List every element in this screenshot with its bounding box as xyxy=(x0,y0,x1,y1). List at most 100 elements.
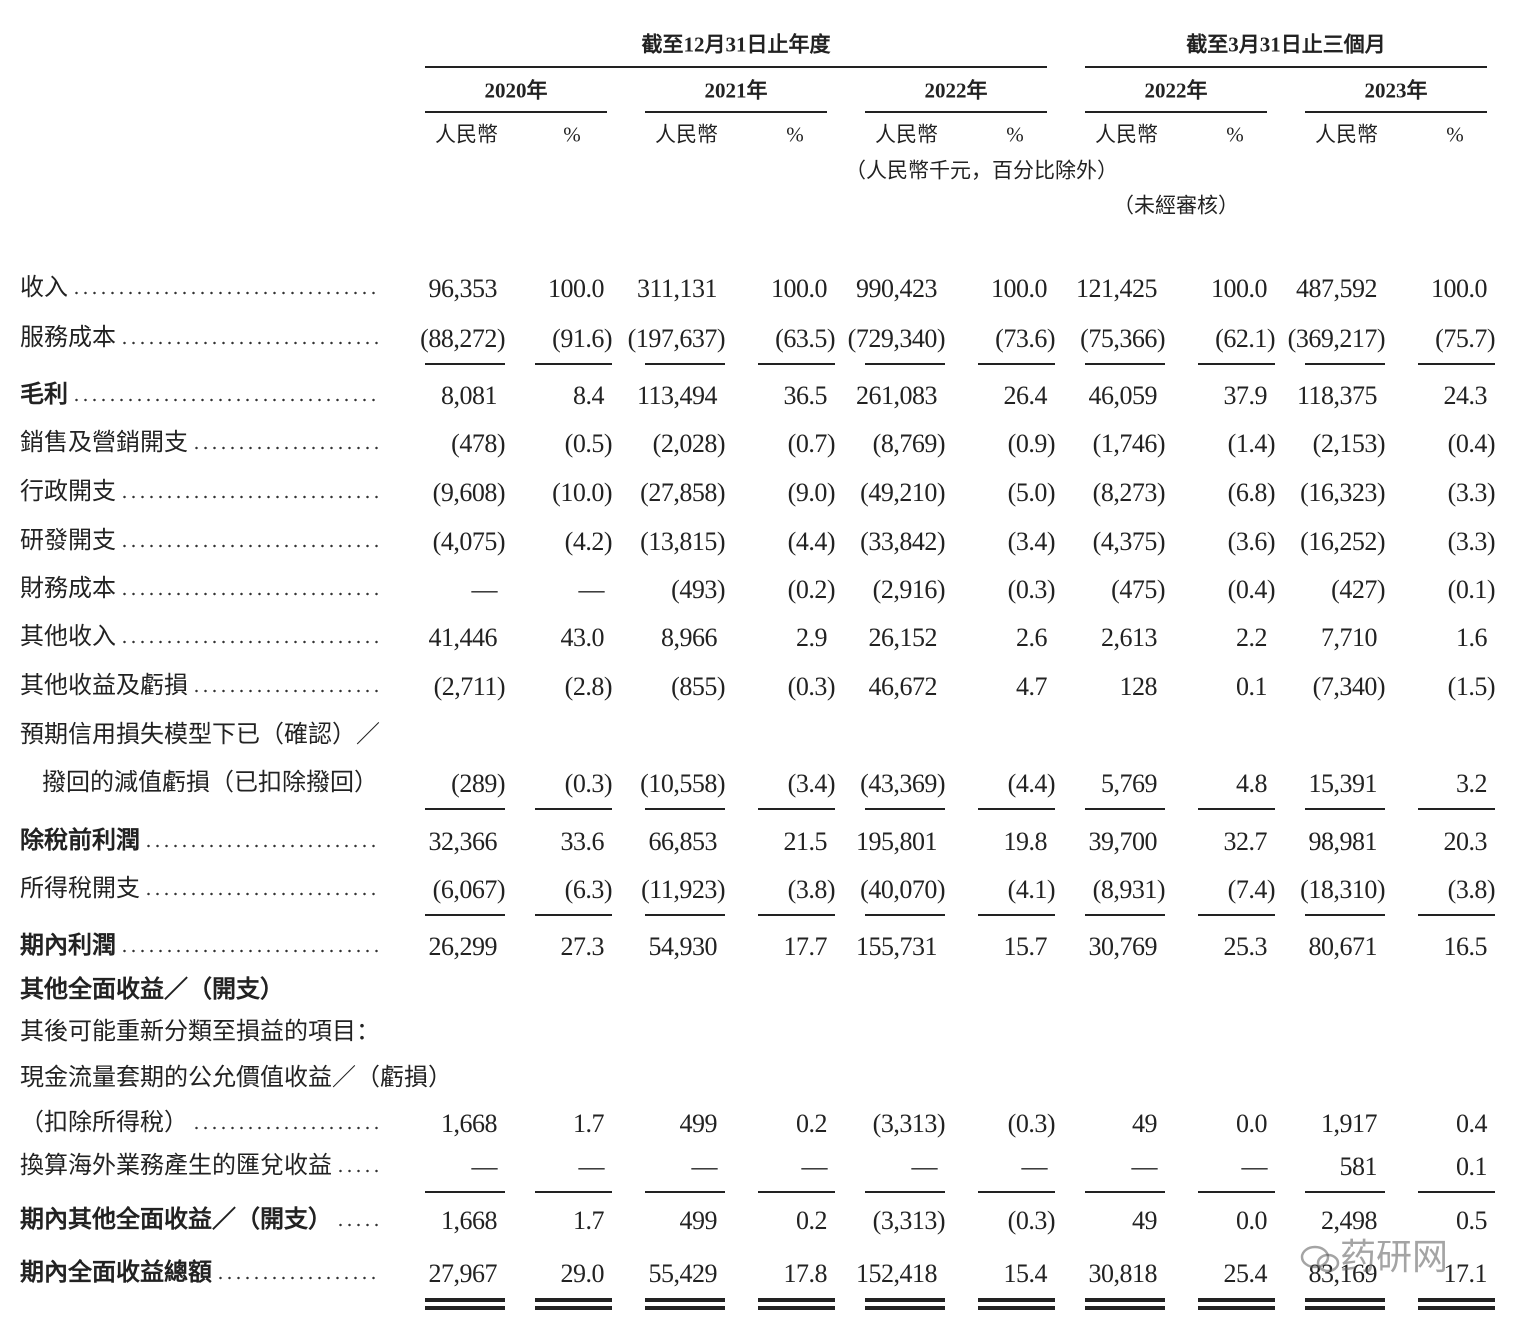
label-text: 期內其他全面收益／（開支） xyxy=(20,1207,332,1233)
row-label: 服務成本 xyxy=(20,326,380,350)
rule xyxy=(645,1298,725,1302)
cell-value: (88,272) xyxy=(420,324,505,353)
rule xyxy=(535,1306,612,1310)
cell-value: (2,916) xyxy=(872,575,946,604)
cell-value: 17.1 xyxy=(1443,1259,1488,1288)
cell-value: — xyxy=(1131,1152,1158,1181)
rule xyxy=(425,808,505,810)
rule xyxy=(425,66,1047,68)
leader-dots xyxy=(120,639,380,645)
cell-value: (6,067) xyxy=(432,875,506,904)
cell-value: — xyxy=(471,1152,498,1181)
cell-value: 0.1 xyxy=(1236,672,1268,701)
cell-value: (10,558) xyxy=(640,769,725,798)
rule xyxy=(535,363,612,365)
row-label: 預期信用損失模型下已（確認）／ xyxy=(20,723,380,747)
cell-value: 1.7 xyxy=(573,1206,605,1235)
group-title: 截至12月31日止年度 xyxy=(641,32,831,57)
rule xyxy=(1198,808,1275,810)
rule xyxy=(1198,1306,1275,1310)
cell-value: 25.3 xyxy=(1223,932,1268,961)
cell-value: (62.1) xyxy=(1215,324,1275,353)
cell-value: 155,731 xyxy=(856,932,938,961)
cell-value: 990,423 xyxy=(856,274,938,303)
cell-value: (493) xyxy=(671,575,725,604)
cell-value: 54,930 xyxy=(648,932,718,961)
cell-value: 41,446 xyxy=(428,623,498,652)
group-title: 截至3月31日止三個月 xyxy=(1186,32,1386,57)
cell-value: (5.0) xyxy=(1007,478,1056,507)
label-text: 其後可能重新分類至損益的項目： xyxy=(20,1019,380,1045)
leader-dots xyxy=(144,843,380,849)
cell-value: (0.3) xyxy=(564,769,613,798)
column-header: 人民幣 xyxy=(1315,122,1378,147)
cell-value: 1,668 xyxy=(441,1109,498,1138)
column-header: 人民幣 xyxy=(1095,122,1158,147)
cell-value: 3.2 xyxy=(1456,769,1488,798)
row-label: （扣除所得稅） xyxy=(20,1111,380,1135)
rule xyxy=(978,914,1055,916)
cell-value: (10.0) xyxy=(552,478,612,507)
cell-value: 96,353 xyxy=(428,274,498,303)
cell-value: 2,613 xyxy=(1101,623,1158,652)
cell-value: (6.3) xyxy=(564,875,613,904)
cell-value: (855) xyxy=(671,672,725,701)
leader-dots xyxy=(72,290,380,296)
row-label: 行政開支 xyxy=(20,480,380,504)
cell-value: (4.4) xyxy=(787,527,836,556)
cell-value: (33,842) xyxy=(860,527,945,556)
rule xyxy=(758,1298,835,1302)
cell-value: (9,608) xyxy=(432,478,506,507)
year-header: 2020年 xyxy=(484,78,548,103)
cell-value: (0.7) xyxy=(787,429,836,458)
watermark: 药研网 xyxy=(1300,1228,1448,1280)
cell-value: 0.5 xyxy=(1456,1206,1488,1235)
cell-value: (289) xyxy=(451,769,505,798)
watermark-text: 药研网 xyxy=(1340,1237,1449,1278)
cell-value: (0.3) xyxy=(1007,1109,1056,1138)
rule xyxy=(1418,1306,1495,1310)
label-text: 換算海外業務產生的匯兌收益 xyxy=(20,1153,332,1179)
row-label: 換算海外業務產生的匯兌收益 xyxy=(20,1154,380,1178)
cell-value: (0.9) xyxy=(1007,429,1056,458)
row-label: 其他全面收益／（開支） xyxy=(20,978,284,1002)
cell-value: 4.7 xyxy=(1016,672,1048,701)
rule xyxy=(978,1191,1055,1193)
cell-value: 0.0 xyxy=(1236,1206,1268,1235)
cell-value: (2,711) xyxy=(433,672,506,701)
cell-value: 0.2 xyxy=(796,1206,828,1235)
cell-value: 83,169 xyxy=(1308,1259,1378,1288)
label-text: 研發開支 xyxy=(20,528,116,554)
leader-dots xyxy=(120,948,380,954)
cell-value: — xyxy=(801,1152,828,1181)
cell-value: — xyxy=(578,575,605,604)
cell-value: 32,366 xyxy=(428,827,498,856)
cell-value: 8,966 xyxy=(661,623,718,652)
rule xyxy=(535,914,612,916)
cell-value: 46,672 xyxy=(868,672,938,701)
cell-value: 29.0 xyxy=(560,1259,605,1288)
cell-value: 16.5 xyxy=(1443,932,1488,961)
column-header: % xyxy=(563,122,581,147)
rule xyxy=(645,808,725,810)
rule xyxy=(978,1298,1055,1302)
rule xyxy=(865,1306,945,1310)
rule xyxy=(1418,808,1495,810)
cell-value: (0.3) xyxy=(787,672,836,701)
rule xyxy=(758,1191,835,1193)
cell-value: 7,710 xyxy=(1321,623,1378,652)
rule xyxy=(758,914,835,916)
cell-value: 487,592 xyxy=(1296,274,1378,303)
cell-value: (1.5) xyxy=(1447,672,1496,701)
cell-value: 15.4 xyxy=(1003,1259,1048,1288)
label-text: 期內全面收益總額 xyxy=(20,1260,212,1286)
cell-value: (478) xyxy=(451,429,505,458)
cell-value: 43.0 xyxy=(560,623,605,652)
rule xyxy=(1418,914,1495,916)
cell-value: 30,818 xyxy=(1088,1259,1158,1288)
rule xyxy=(425,914,505,916)
cell-value: (3.4) xyxy=(1007,527,1056,556)
cell-value: (197,637) xyxy=(627,324,726,353)
rule xyxy=(425,1191,505,1193)
cell-value: 128 xyxy=(1119,672,1158,701)
